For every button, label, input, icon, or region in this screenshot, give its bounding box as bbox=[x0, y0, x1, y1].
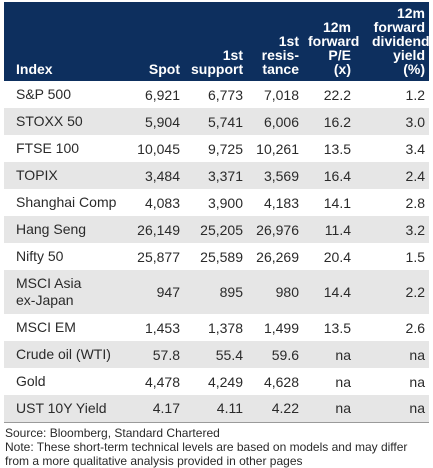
cell-spot: 5,904 bbox=[126, 108, 186, 135]
cell-first-support: 6,773 bbox=[207, 86, 243, 103]
cell-index: UST 10Y Yield bbox=[4, 395, 126, 423]
cell-forward-dividend-yield: 2.2 bbox=[367, 270, 429, 314]
table-body: S&P 500 6,921 6,773 7,018 22.2 1.2 STOXX 50 5,9… bbox=[4, 81, 429, 423]
cell-spot: 26,149 bbox=[126, 216, 186, 243]
cell-index: Gold bbox=[16, 373, 46, 389]
cell-first-resistance: 26,976 bbox=[247, 216, 303, 243]
cell-first-resistance: 4,183 bbox=[263, 194, 299, 211]
cell-first-resistance: 26,269 bbox=[256, 248, 299, 265]
table-row: UST 10Y Yield 4.17 4.11 4.22 na na bbox=[4, 395, 429, 423]
technical-levels-table: Index Spot 1st support 1st resis- tance … bbox=[4, 2, 430, 423]
table-notes: Source: Bloomberg, Standard Chartered No… bbox=[4, 426, 429, 468]
cell-forward-pe: 13.5 bbox=[323, 140, 351, 157]
cell-spot: 4,478 bbox=[144, 373, 180, 390]
cell-first-support: 3,371 bbox=[186, 162, 247, 189]
cell-spot: 6,921 bbox=[144, 86, 180, 103]
cell-index: S&P 500 bbox=[16, 86, 72, 102]
header-forward-pe: 12m forward P/E (x) bbox=[303, 2, 367, 81]
cell-first-support: 9,725 bbox=[207, 140, 243, 157]
cell-forward-dividend-yield: 2.6 bbox=[405, 319, 425, 336]
cell-spot: 1,453 bbox=[144, 319, 180, 336]
cell-forward-dividend-yield: na bbox=[367, 395, 429, 423]
cell-first-support: 5,741 bbox=[186, 108, 247, 135]
table-row: Crude oil (WTI) 57.8 55.4 59.6 na na bbox=[4, 341, 429, 368]
cell-forward-dividend-yield: 3.0 bbox=[367, 108, 429, 135]
cell-spot: 947 bbox=[126, 270, 186, 314]
cell-spot: 3,484 bbox=[126, 162, 186, 189]
cell-first-support: 25,205 bbox=[186, 216, 247, 243]
cell-first-resistance: 4,628 bbox=[263, 373, 299, 390]
cell-forward-dividend-yield: 2.8 bbox=[405, 194, 425, 211]
cell-forward-pe: 16.4 bbox=[303, 162, 367, 189]
header-first-resistance: 1st resis- tance bbox=[247, 2, 303, 81]
cell-forward-dividend-yield: 2.4 bbox=[367, 162, 429, 189]
cell-index: MSCI EM bbox=[16, 319, 76, 335]
table-row: MSCI Asia ex-Japan 947 895 980 14.4 2.2 bbox=[4, 270, 429, 314]
header-forward-dividend-yield: 12m forward dividend yield (%) bbox=[367, 2, 430, 81]
cell-forward-pe: na bbox=[303, 341, 367, 368]
table-row: MSCI EM 1,453 1,378 1,499 13.5 2.6 bbox=[4, 314, 429, 341]
cell-index: Shanghai Comp bbox=[16, 194, 117, 210]
cell-index: Crude oil (WTI) bbox=[4, 341, 126, 368]
table-row: Gold 4,478 4,249 4,628 na na bbox=[4, 368, 429, 395]
cell-forward-dividend-yield: 1.5 bbox=[405, 248, 425, 265]
table-header: Index Spot 1st support 1st resis- tance … bbox=[4, 2, 430, 81]
cell-forward-pe: 20.4 bbox=[323, 248, 351, 265]
cell-forward-pe: 13.5 bbox=[323, 319, 351, 336]
technical-levels-panel: Index Spot 1st support 1st resis- tance … bbox=[4, 2, 430, 468]
cell-spot: 4,083 bbox=[144, 194, 180, 211]
cell-forward-dividend-yield: na bbox=[409, 373, 425, 390]
cell-forward-pe: na bbox=[335, 373, 351, 390]
cell-forward-dividend-yield: 1.2 bbox=[405, 86, 425, 103]
cell-index: TOPIX bbox=[4, 162, 126, 189]
cell-first-resistance: 6,006 bbox=[247, 108, 303, 135]
cell-forward-dividend-yield: 3.4 bbox=[405, 140, 425, 157]
table-row: STOXX 50 5,904 5,741 6,006 16.2 3.0 bbox=[4, 108, 429, 135]
cell-forward-dividend-yield: na bbox=[367, 341, 429, 368]
cell-index: Nifty 50 bbox=[16, 248, 64, 264]
cell-index: MSCI Asia ex-Japan bbox=[4, 270, 126, 314]
cell-spot: 4.17 bbox=[126, 395, 186, 423]
cell-first-support: 55.4 bbox=[186, 341, 247, 368]
cell-forward-pe: 11.4 bbox=[303, 216, 367, 243]
cell-forward-pe: 14.4 bbox=[303, 270, 367, 314]
cell-spot: 57.8 bbox=[126, 341, 186, 368]
cell-first-resistance: 7,018 bbox=[263, 86, 299, 103]
disclaimer-note: Note: These short-term technical levels … bbox=[5, 439, 408, 468]
cell-spot: 25,877 bbox=[137, 248, 180, 265]
cell-first-resistance: 3,569 bbox=[247, 162, 303, 189]
cell-forward-dividend-yield: 3.2 bbox=[367, 216, 429, 243]
cell-first-support: 3,900 bbox=[207, 194, 243, 211]
cell-first-resistance: 1,499 bbox=[263, 319, 299, 336]
cell-first-resistance: 4.22 bbox=[247, 395, 303, 423]
cell-index: FTSE 100 bbox=[16, 140, 80, 156]
cell-first-resistance: 10,261 bbox=[256, 140, 299, 157]
header-row: Index Spot 1st support 1st resis- tance … bbox=[4, 2, 430, 81]
header-first-support: 1st support bbox=[186, 2, 247, 81]
cell-first-support: 4,249 bbox=[207, 373, 243, 390]
cell-first-support: 25,589 bbox=[200, 248, 243, 265]
cell-spot: 10,045 bbox=[137, 140, 180, 157]
cell-first-resistance: 980 bbox=[247, 270, 303, 314]
header-index: Index bbox=[4, 2, 126, 81]
cell-index: Hang Seng bbox=[4, 216, 126, 243]
table-row: FTSE 100 10,045 9,725 10,261 13.5 3.4 bbox=[4, 135, 429, 162]
table-row: Shanghai Comp 4,083 3,900 4,183 14.1 2.8 bbox=[4, 189, 429, 216]
source-note: Source: Bloomberg, Standard Chartered bbox=[5, 425, 220, 440]
cell-first-support: 4.11 bbox=[186, 395, 247, 423]
header-spot: Spot bbox=[126, 2, 186, 81]
cell-index: STOXX 50 bbox=[4, 108, 126, 135]
cell-forward-pe: 16.2 bbox=[303, 108, 367, 135]
cell-forward-pe: 14.1 bbox=[323, 194, 351, 211]
table-row: S&P 500 6,921 6,773 7,018 22.2 1.2 bbox=[4, 81, 429, 108]
table-row: Nifty 50 25,877 25,589 26,269 20.4 1.5 bbox=[4, 243, 429, 270]
table-row: TOPIX 3,484 3,371 3,569 16.4 2.4 bbox=[4, 162, 429, 189]
cell-forward-pe: 22.2 bbox=[323, 86, 351, 103]
cell-first-resistance: 59.6 bbox=[247, 341, 303, 368]
table-row: Hang Seng 26,149 25,205 26,976 11.4 3.2 bbox=[4, 216, 429, 243]
cell-first-support: 895 bbox=[186, 270, 247, 314]
cell-first-support: 1,378 bbox=[207, 319, 243, 336]
cell-forward-pe: na bbox=[303, 395, 367, 423]
